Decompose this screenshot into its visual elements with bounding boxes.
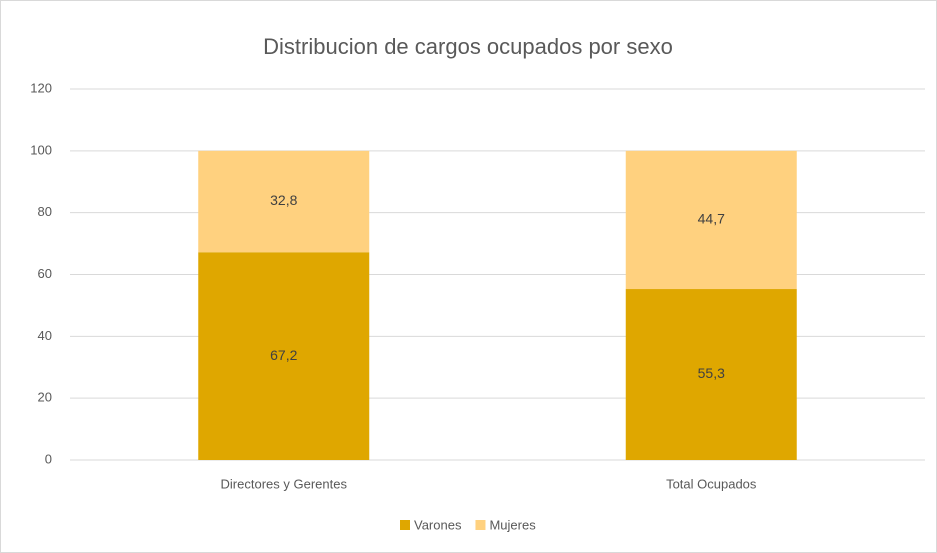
data-label: 32,8 bbox=[270, 192, 297, 208]
y-tick-label: 40 bbox=[38, 328, 52, 343]
y-tick-label: 120 bbox=[30, 80, 52, 95]
y-tick-label: 0 bbox=[45, 451, 52, 466]
legend-label: Varones bbox=[414, 517, 462, 532]
data-label: 55,3 bbox=[698, 365, 725, 381]
bar-segment bbox=[198, 150, 370, 253]
legend-swatch bbox=[400, 520, 410, 530]
x-tick-label: Directores y Gerentes bbox=[221, 476, 348, 491]
bar-segment bbox=[625, 150, 797, 290]
x-tick-label: Total Ocupados bbox=[666, 476, 757, 491]
bar-segment bbox=[198, 252, 370, 460]
bar-segment bbox=[625, 289, 797, 460]
y-tick-label: 100 bbox=[30, 142, 52, 157]
y-tick-label: 60 bbox=[38, 266, 52, 281]
legend-label: Mujeres bbox=[489, 517, 536, 532]
legend-swatch bbox=[475, 520, 486, 530]
y-tick-label: 80 bbox=[38, 204, 52, 219]
y-tick-label: 20 bbox=[38, 390, 52, 405]
data-label: 44,7 bbox=[698, 211, 725, 227]
data-label: 67,2 bbox=[270, 347, 297, 363]
chart-title: Distribucion de cargos ocupados por sexo bbox=[263, 34, 673, 59]
